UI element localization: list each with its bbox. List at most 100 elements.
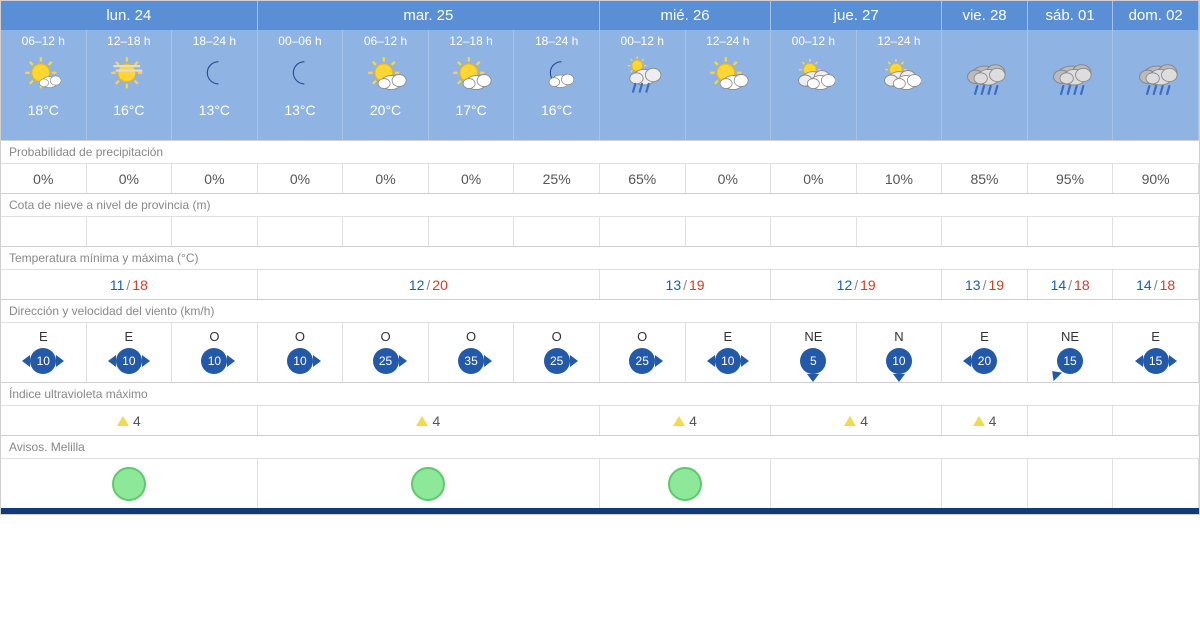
temp-min: 14 [1051, 277, 1067, 293]
snow-cell [942, 216, 1028, 246]
wind-arrow-icon [484, 355, 492, 367]
minmax-cell: 12 / 19 [771, 269, 942, 299]
period-hours: 00–06 h [278, 34, 321, 48]
wind-arrow-icon [893, 374, 905, 382]
snow-cell [258, 216, 344, 246]
wind-speed: 15 [1063, 354, 1076, 368]
day-header: vie. 28 [942, 1, 1028, 30]
day-header: dom. 02 [1113, 1, 1199, 30]
wind-speed-pill: 35 [458, 348, 484, 374]
weather-icon [791, 50, 835, 100]
section-label-snow: Cota de nieve a nivel de provincia (m) [1, 193, 1199, 216]
wind-arrow-icon [22, 355, 30, 367]
weather-icon [706, 50, 750, 100]
wind-cell: O25 [600, 322, 686, 382]
snow-cell [172, 216, 258, 246]
wind-speed-pill: 15 [1143, 348, 1169, 374]
weather-icon [107, 50, 151, 100]
wind-speed: 35 [464, 354, 477, 368]
wind-cell: E10 [1, 322, 87, 382]
uv-icon [973, 416, 985, 426]
temp-max: 18 [1160, 277, 1176, 293]
period-cell: 12–18 h 16°C [87, 30, 173, 140]
wind-speed-pill: 10 [886, 348, 912, 374]
wind-dir: O [552, 329, 562, 344]
snow-cell [514, 216, 600, 246]
wind-speed: 25 [636, 354, 649, 368]
weather-icon [192, 50, 236, 100]
wind-arrow-icon [1169, 355, 1177, 367]
period-temp: 16°C [113, 102, 144, 118]
uv-icon [673, 416, 685, 426]
uv-row: 44444 [1, 405, 1199, 435]
wind-arrow-icon [807, 374, 819, 382]
wind-arrow-icon [741, 355, 749, 367]
period-cell [942, 30, 1028, 140]
temp-min: 11 [110, 277, 125, 293]
period-hours: 12–18 h [107, 34, 150, 48]
uv-value: 4 [432, 413, 440, 429]
wind-dir: E [980, 329, 989, 344]
wind-speed: 10 [37, 354, 50, 368]
aviso-cell [1028, 458, 1114, 508]
precip-cell: 0% [771, 163, 857, 193]
period-temp: 20°C [370, 102, 401, 118]
period-hours: 00–12 h [621, 34, 664, 48]
period-row: 06–12 h18°C12–18 h16°C18–24 h13°C00–06 h… [1, 30, 1199, 140]
period-cell: 06–12 h20°C [343, 30, 429, 140]
wind-dir: E [125, 329, 134, 344]
wind-speed: 25 [550, 354, 563, 368]
aviso-cell [1, 458, 258, 508]
day-header: sáb. 01 [1028, 1, 1114, 30]
wind-cell: O10 [172, 322, 258, 382]
wind-dir: N [894, 329, 903, 344]
precip-cell: 0% [172, 163, 258, 193]
uv-cell [1028, 405, 1114, 435]
wind-cell: E20 [942, 322, 1028, 382]
uv-cell: 4 [771, 405, 942, 435]
snow-cell [343, 216, 429, 246]
weather-icon [620, 50, 664, 100]
wind-arrow-icon [1048, 367, 1062, 381]
aviso-cell [600, 458, 771, 508]
uv-value: 4 [989, 413, 997, 429]
temp-max: 18 [132, 277, 148, 293]
wind-cell: NE 5 [771, 322, 857, 382]
period-temp: 13°C [199, 102, 230, 118]
period-temp: 16°C [541, 102, 572, 118]
wind-cell: N 10 [857, 322, 943, 382]
precip-cell: 0% [429, 163, 515, 193]
period-hours: 18–24 h [535, 34, 578, 48]
period-cell: 00–12 h [771, 30, 857, 140]
period-hours: 00–12 h [792, 34, 835, 48]
snow-cell [1113, 216, 1199, 246]
wind-dir: O [466, 329, 476, 344]
wind-arrow-icon [56, 355, 64, 367]
minmax-cell: 13 / 19 [942, 269, 1028, 299]
precip-cell: 85% [942, 163, 1028, 193]
temp-min: 12 [409, 277, 425, 293]
wind-arrow-icon [963, 355, 971, 367]
temp-max: 19 [860, 277, 876, 293]
precip-cell: 0% [258, 163, 344, 193]
precip-cell: 90% [1113, 163, 1199, 193]
temp-sep: / [681, 277, 689, 293]
period-cell [1028, 30, 1114, 140]
aviso-cell [942, 458, 1028, 508]
wind-cell: E15 [1113, 322, 1199, 382]
wind-arrow-icon [570, 355, 578, 367]
wind-dir: NE [804, 329, 822, 344]
wind-arrow-icon [313, 355, 321, 367]
wind-speed-pill: 10 [201, 348, 227, 374]
wind-speed: 5 [810, 354, 817, 368]
period-cell: 18–24 h 16°C [514, 30, 600, 140]
period-temp: 17°C [455, 102, 486, 118]
period-hours [983, 34, 986, 48]
wind-speed-pill: 25 [373, 348, 399, 374]
temp-min: 13 [965, 277, 981, 293]
period-cell [1113, 30, 1199, 140]
minmax-cell: 14 / 18 [1113, 269, 1199, 299]
wind-speed: 10 [208, 354, 221, 368]
uv-icon [844, 416, 856, 426]
wind-cell: O 25 [514, 322, 600, 382]
